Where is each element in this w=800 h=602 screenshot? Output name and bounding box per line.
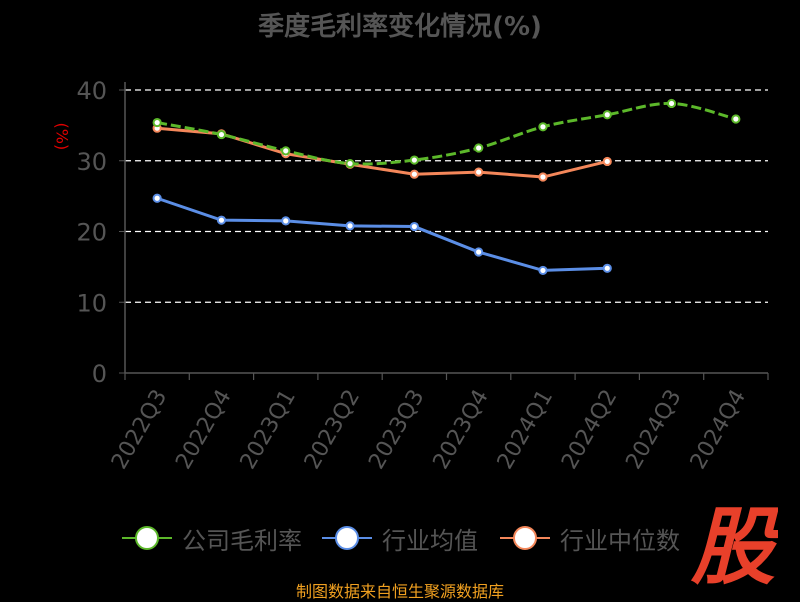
data-point-company [152, 117, 162, 128]
y-tick-label: 10 [76, 289, 107, 317]
x-tick-label: 2024Q3 [621, 386, 686, 474]
legend-item-industry-average[interactable]: 行业均值 [322, 521, 478, 555]
x-tick-label: 2022Q4 [171, 386, 236, 474]
legend-item-company[interactable]: 公司毛利率 [122, 521, 302, 555]
data-point-company [602, 110, 612, 120]
data-point-industry-average [345, 221, 355, 231]
data-point-company [474, 143, 484, 153]
data-point-industry-average [409, 221, 419, 232]
x-tick-label: 2023Q3 [364, 386, 429, 474]
line-chart: 0102030402022Q32022Q42023Q12023Q22023Q32… [76, 77, 769, 474]
legend-label-industry-median: 行业中位数 [560, 526, 680, 555]
data-point-industry-average [152, 193, 162, 203]
data-point-company [731, 114, 741, 124]
data-source: 制图数据来自恒生聚源数据库 [295, 582, 504, 601]
x-tick-label: 2024Q4 [686, 386, 751, 474]
legend-label-company: 公司毛利率 [182, 526, 302, 555]
x-tick-label: 2023Q4 [429, 386, 494, 474]
legend-marker-industry-median [500, 524, 550, 552]
series-line-company [156, 101, 737, 166]
x-tick-label: 2024Q1 [493, 386, 558, 474]
data-point-industry-median [409, 169, 419, 179]
data-point-company [409, 155, 419, 165]
series-line-industry-average [156, 196, 608, 272]
x-tick-label: 2023Q1 [236, 386, 301, 474]
chart-title: 季度毛利率变化情况(%) [258, 12, 542, 42]
data-point-company [345, 158, 355, 169]
data-point-industry-average [538, 265, 548, 276]
x-tick-label: 2022Q3 [107, 386, 172, 474]
stock-logo: 股 [690, 500, 778, 590]
y-tick-label: 30 [76, 148, 107, 176]
y-tick-label: 20 [76, 219, 107, 247]
y-tick-label: 40 [76, 77, 107, 105]
data-point-industry-average [281, 216, 291, 226]
data-point-company [666, 98, 677, 109]
legend-item-industry-median[interactable]: 行业中位数 [500, 521, 680, 555]
data-point-industry-median [474, 167, 484, 177]
legend-marker-industry-average [322, 524, 372, 552]
x-tick-label: 2024Q2 [557, 386, 622, 474]
data-point-company [281, 146, 291, 156]
legend-marker-company [122, 524, 172, 552]
data-point-industry-average [602, 263, 612, 273]
y-tick-label: 0 [92, 360, 107, 388]
svg-text:股: 股 [690, 500, 778, 590]
data-point-industry-median [538, 172, 548, 182]
legend: 公司毛利率 行业均值 行业中位数 [0, 521, 800, 555]
data-point-industry-average [216, 215, 227, 225]
data-point-company [216, 129, 227, 140]
x-tick-label: 2023Q2 [300, 386, 365, 474]
data-point-industry-median [602, 156, 612, 167]
data-point-industry-average [474, 247, 484, 257]
legend-label-industry-average: 行业均值 [382, 526, 478, 555]
data-point-company [538, 122, 548, 132]
